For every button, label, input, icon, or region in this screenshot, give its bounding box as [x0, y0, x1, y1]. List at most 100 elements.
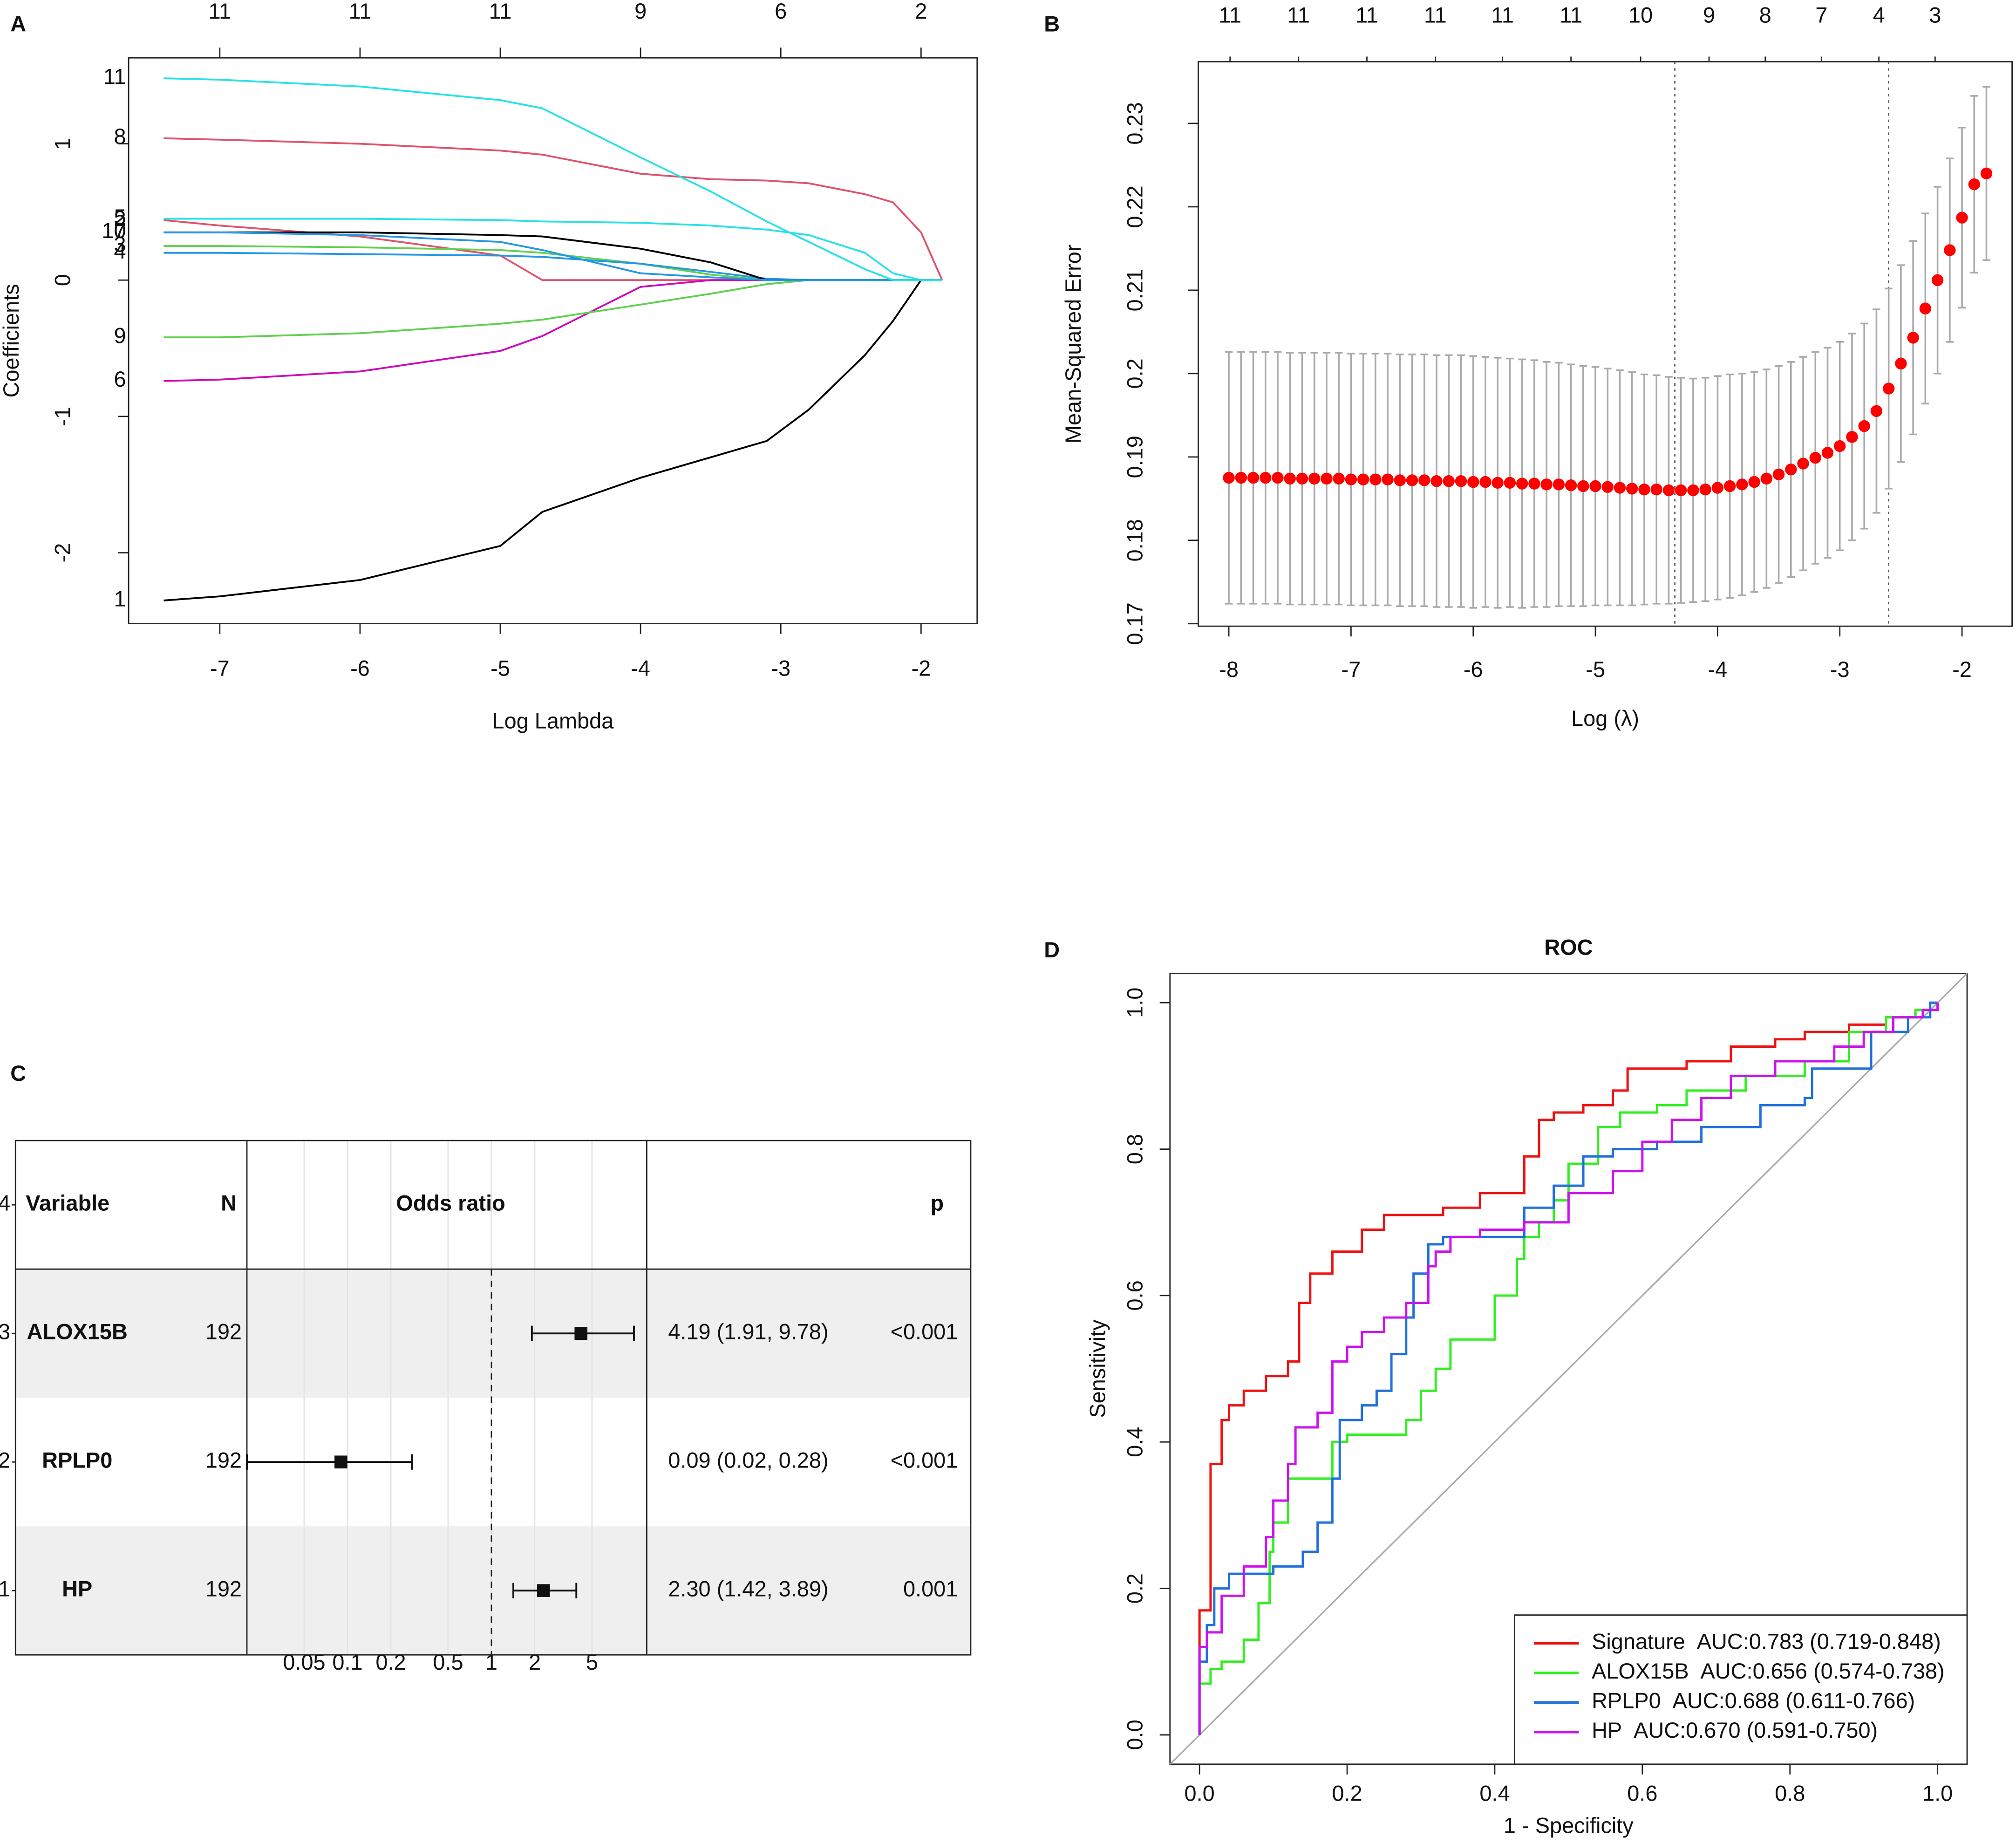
coef-path: [163, 137, 943, 280]
x-tick-label: 0.05: [283, 1650, 325, 1674]
top-tick-label: 11: [1424, 3, 1447, 27]
legend-auc: AUC:0.688 (0.611-0.766): [1673, 1689, 1915, 1713]
path-label: 2: [114, 206, 126, 231]
path-label: 5: [114, 205, 126, 229]
mse-point: [1577, 480, 1589, 492]
mse-point: [1308, 472, 1321, 485]
top-tick-label: 11: [1287, 3, 1310, 27]
mse-point: [1882, 382, 1895, 395]
or-label: 2.30 (1.42, 3.89): [668, 1577, 828, 1601]
x-tick-label: 0.4: [1479, 1781, 1510, 1805]
mse-point: [1223, 471, 1235, 484]
or-point: [574, 1327, 588, 1340]
mse-point: [1516, 478, 1528, 490]
or-point: [334, 1455, 347, 1468]
n-value: 192: [205, 1320, 242, 1344]
x-tick-label: -5: [1586, 657, 1605, 682]
legend-entry: Signature AUC:0.783 (0.719-0.848): [1592, 1630, 1941, 1654]
mse-point: [1455, 475, 1467, 487]
y-axis-label: Coefficients: [0, 284, 23, 397]
legend-name: ALOX15B: [1592, 1659, 1689, 1683]
mse-point: [1540, 478, 1553, 491]
legend-name: HP: [1592, 1718, 1622, 1742]
top-tick-label: 11: [1355, 3, 1378, 27]
legend-auc: AUC:0.783 (0.719-0.848): [1697, 1630, 1941, 1654]
row-shade: [15, 1269, 971, 1398]
mse-point: [1821, 447, 1834, 459]
diagonal: [1169, 973, 1968, 1765]
top-tick-label: 6: [775, 0, 787, 23]
x-tick-label: 0.0: [1185, 1781, 1215, 1805]
y-tick-label: 0.18: [1123, 519, 1147, 561]
mse-point: [1406, 474, 1418, 486]
roc-curve: [1198, 1003, 1939, 1735]
mse-point: [1870, 405, 1883, 417]
or-label: 4.19 (1.91, 9.78): [668, 1320, 828, 1344]
y-tick-label: 0.0: [1123, 1720, 1147, 1750]
y-axis-label: Mean-Squared Error: [1061, 245, 1085, 444]
mse-point: [1394, 474, 1406, 486]
top-tick-label: 2: [915, 0, 927, 23]
top-tick-label: 11: [208, 0, 231, 23]
panel-label: D: [1044, 938, 1060, 962]
row-shade: [15, 1526, 971, 1655]
mse-point: [1736, 478, 1748, 491]
mse-point: [1601, 481, 1614, 493]
path-label: 6: [114, 367, 126, 391]
mse-point: [1797, 457, 1809, 470]
x-axis-label: Log Lambda: [492, 709, 614, 733]
path-label: 10: [102, 218, 126, 243]
mse-point: [1834, 440, 1846, 452]
y-tick-label: 0.19: [1123, 436, 1147, 478]
n-value: 192: [205, 1448, 242, 1473]
y-tick-label: 0.17: [1123, 602, 1147, 645]
table-frame: [14, 1140, 972, 1656]
top-tick-label: 7: [1815, 3, 1827, 27]
mse-point: [1357, 473, 1369, 485]
x-tick-label: -6: [1464, 657, 1483, 682]
mse-point: [1260, 471, 1272, 484]
variable-name: RPLP0: [42, 1448, 112, 1473]
y-tick-label: 0.21: [1123, 269, 1147, 311]
p-value: <0.001: [891, 1448, 958, 1473]
x-axis-label: Log (λ): [1571, 706, 1639, 730]
ci-line: [246, 1454, 413, 1470]
x-tick-label: 0.2: [1332, 1781, 1362, 1805]
or-point: [537, 1584, 550, 1597]
legend-box: [1514, 1614, 1968, 1765]
x-tick-label: 0.1: [332, 1650, 362, 1674]
mse-point: [1675, 484, 1687, 497]
top-tick-label: 9: [634, 0, 647, 23]
y-tick-label: 0.6: [1123, 1280, 1147, 1311]
mse-point: [1321, 472, 1333, 485]
top-tick-label: 11: [1219, 3, 1241, 27]
y-tick-label: -2: [51, 543, 75, 563]
variable-name: ALOX15B: [27, 1320, 128, 1344]
y-tick-label: 1: [0, 1577, 10, 1601]
x-tick-label: -8: [1219, 657, 1239, 682]
mse-point: [1333, 472, 1345, 485]
x-tick-label: -3: [1830, 657, 1850, 682]
y-tick-label: 0.2: [1123, 1573, 1147, 1604]
y-axis-label: Sensitivity: [1085, 1319, 1110, 1418]
plot-frame: [128, 57, 978, 625]
mse-point: [1772, 468, 1785, 481]
x-axis-label: 1 - Specificity: [1504, 1813, 1634, 1837]
legend-entry: ALOX15B AUC:0.656 (0.574-0.738): [1592, 1659, 1945, 1683]
mse-point: [1296, 472, 1308, 485]
y-tick-label: 0.2: [1123, 358, 1147, 389]
mse-point: [1467, 476, 1479, 488]
y-tick-label: -1: [51, 407, 75, 426]
mse-point: [1528, 478, 1540, 490]
mse-point: [1382, 473, 1394, 485]
legend-name: Signature: [1592, 1630, 1685, 1654]
or-label: 0.09 (0.02, 0.28): [668, 1448, 828, 1473]
x-tick-label: -6: [350, 656, 370, 680]
y-tick-label: 1: [51, 138, 75, 150]
top-tick-label: 3: [1929, 3, 1941, 27]
variable-name: HP: [62, 1577, 92, 1601]
path-label: 1: [114, 587, 126, 611]
column-header: p: [930, 1191, 944, 1215]
y-tick-label: 2: [0, 1448, 10, 1473]
coef-path: [163, 245, 942, 281]
